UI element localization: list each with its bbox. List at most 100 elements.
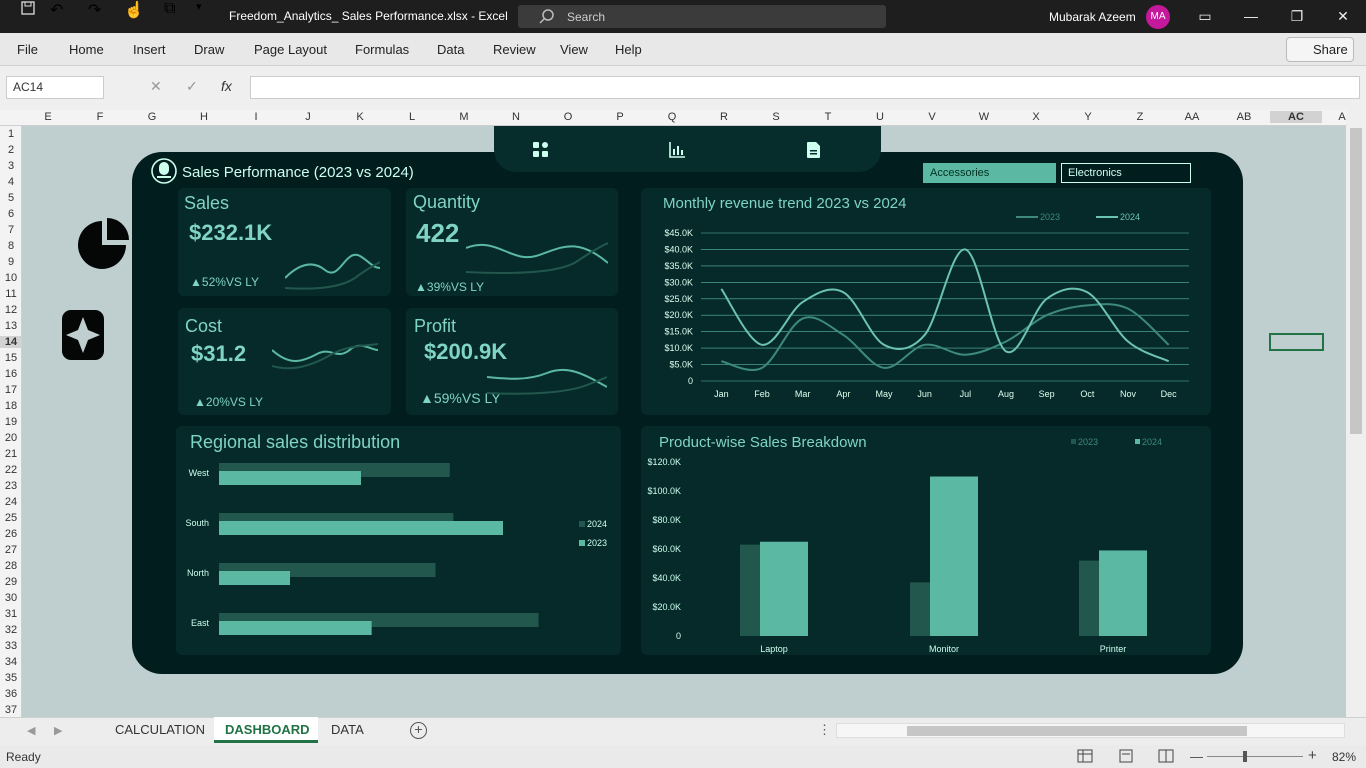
row-header-27[interactable]: 27 — [4, 544, 18, 556]
redo-icon[interactable]: ↷ — [88, 2, 102, 19]
sheet-tab-dashboard[interactable]: DASHBOARD — [225, 722, 310, 737]
column-header-E[interactable]: E — [44, 111, 52, 123]
scroll-left-icon[interactable]: ◀ — [27, 725, 36, 737]
restore-icon[interactable]: ❐ — [1290, 8, 1304, 24]
row-header-37[interactable]: 37 — [4, 704, 18, 716]
vertical-scrollbar[interactable] — [1346, 110, 1366, 717]
row-header-19[interactable]: 19 — [4, 416, 18, 428]
row-header-8[interactable]: 8 — [7, 240, 15, 252]
row-header-24[interactable]: 24 — [4, 496, 18, 508]
row-header-30[interactable]: 30 — [4, 592, 18, 604]
avatar[interactable]: MA — [1146, 5, 1170, 29]
column-header-S[interactable]: S — [772, 111, 780, 123]
column-header-Q[interactable]: Q — [667, 111, 677, 123]
customize-qat-icon[interactable]: ▾ — [196, 1, 202, 13]
sheet-tab-calculation[interactable]: CALCULATION — [115, 722, 206, 737]
row-header-2[interactable]: 2 — [7, 144, 15, 156]
column-header-U[interactable]: U — [876, 111, 884, 123]
pie-chart-icon[interactable] — [77, 216, 131, 275]
column-header-L[interactable]: L — [408, 111, 416, 123]
zoom-slider[interactable] — [1207, 751, 1303, 762]
horizontal-scrollbar[interactable] — [836, 723, 1345, 738]
row-header-26[interactable]: 26 — [4, 528, 18, 540]
more-options-icon[interactable]: ⋮ — [818, 722, 831, 737]
row-header-1[interactable]: 1 — [7, 128, 15, 140]
column-header-N[interactable]: N — [512, 111, 520, 123]
ribbon-display-icon[interactable]: ▭ — [1198, 8, 1212, 24]
touch-mode-icon[interactable]: ☝ — [124, 2, 144, 19]
row-header-5[interactable]: 5 — [7, 192, 15, 204]
row-header-11[interactable]: 11 — [5, 288, 17, 300]
row-header-6[interactable]: 6 — [7, 208, 15, 220]
row-header-35[interactable]: 35 — [4, 672, 18, 684]
row-header-18[interactable]: 18 — [4, 400, 18, 412]
column-header-AB[interactable]: AB — [1236, 111, 1252, 123]
grid-apps-icon[interactable] — [532, 141, 550, 164]
column-header-O[interactable]: O — [563, 111, 573, 123]
column-header-AC[interactable]: AC — [1270, 111, 1322, 123]
column-header-G[interactable]: G — [147, 111, 157, 123]
row-header-28[interactable]: 28 — [4, 560, 18, 572]
row-header-17[interactable]: 17 — [4, 384, 18, 396]
row-header-3[interactable]: 3 — [7, 160, 15, 172]
user-name[interactable]: Mubarak Azeem — [1049, 10, 1136, 24]
row-header-4[interactable]: 4 — [7, 176, 15, 188]
row-header-16[interactable]: 16 — [4, 368, 18, 380]
menu-view[interactable]: View — [560, 42, 588, 57]
row-header-34[interactable]: 34 — [4, 656, 18, 668]
row-header-13[interactable]: 13 — [4, 320, 18, 332]
menu-draw[interactable]: Draw — [194, 42, 225, 57]
share-button[interactable]: Share — [1286, 37, 1354, 62]
column-header-T[interactable]: T — [824, 111, 832, 123]
slicer-electronics[interactable]: Electronics — [1061, 163, 1191, 183]
column-header-J[interactable]: J — [305, 111, 311, 123]
row-header-9[interactable]: 9 — [7, 256, 15, 268]
cancel-icon[interactable]: ✕ — [150, 78, 162, 94]
column-header-A[interactable]: A — [1338, 111, 1346, 123]
name-box[interactable]: AC14 — [6, 76, 104, 99]
column-header-P[interactable]: P — [616, 111, 624, 123]
add-sheet-icon[interactable]: + — [410, 722, 427, 739]
menu-review[interactable]: Review — [493, 42, 536, 57]
column-header-M[interactable]: M — [459, 111, 469, 123]
menu-file[interactable]: File — [17, 42, 38, 57]
column-header-Y[interactable]: Y — [1084, 111, 1092, 123]
minimize-icon[interactable]: — — [1244, 8, 1258, 24]
menu-help[interactable]: Help — [615, 42, 642, 57]
shapes-icon[interactable]: ⧉ — [164, 0, 176, 17]
menu-home[interactable]: Home — [69, 42, 104, 57]
row-header-15[interactable]: 15 — [4, 352, 18, 364]
menu-formulas[interactable]: Formulas — [355, 42, 410, 57]
search-box[interactable] — [518, 5, 886, 28]
row-header-36[interactable]: 36 — [4, 688, 18, 700]
column-header-I[interactable]: I — [254, 111, 258, 123]
insert-function-icon[interactable]: fx — [221, 78, 232, 94]
zoom-out-icon[interactable]: — — [1190, 749, 1203, 764]
row-header-12[interactable]: 12 — [4, 304, 18, 316]
column-header-Z[interactable]: Z — [1136, 111, 1144, 123]
normal-view-icon[interactable] — [1077, 749, 1093, 768]
row-header-20[interactable]: 20 — [4, 432, 18, 444]
row-header-29[interactable]: 29 — [4, 576, 18, 588]
column-header-F[interactable]: F — [96, 111, 104, 123]
page-layout-view-icon[interactable] — [1118, 749, 1134, 768]
row-header-23[interactable]: 23 — [4, 480, 18, 492]
row-header-33[interactable]: 33 — [4, 640, 18, 652]
document-icon[interactable] — [806, 141, 822, 164]
row-header-10[interactable]: 10 — [4, 272, 18, 284]
enter-icon[interactable]: ✓ — [186, 78, 198, 94]
column-header-AA[interactable]: AA — [1184, 111, 1200, 123]
row-header-21[interactable]: 21 — [4, 448, 18, 460]
row-header-25[interactable]: 25 — [4, 512, 18, 524]
row-header-32[interactable]: 32 — [4, 624, 18, 636]
menu-insert[interactable]: Insert — [133, 42, 166, 57]
column-header-R[interactable]: R — [720, 111, 728, 123]
page-break-view-icon[interactable] — [1158, 749, 1174, 768]
selected-cell[interactable] — [1269, 333, 1324, 351]
formula-input[interactable] — [250, 76, 1360, 99]
row-header-7[interactable]: 7 — [7, 224, 15, 236]
close-icon[interactable]: ✕ — [1337, 8, 1349, 24]
column-header-K[interactable]: K — [356, 111, 364, 123]
row-header-31[interactable]: 31 — [4, 608, 18, 620]
slicer-accessories[interactable]: Accessories — [923, 163, 1056, 183]
